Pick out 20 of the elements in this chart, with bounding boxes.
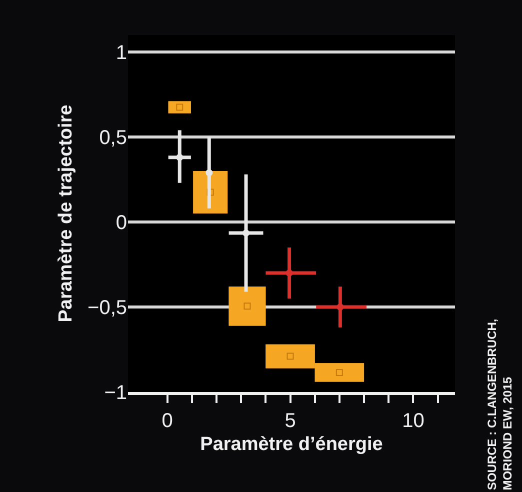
point bbox=[176, 154, 184, 161]
point bbox=[336, 304, 344, 310]
point bbox=[286, 270, 293, 276]
x-tick-label: 0 bbox=[162, 410, 173, 432]
x-axis-title: Paramètre d’énergie bbox=[200, 434, 383, 455]
point bbox=[336, 368, 343, 376]
point bbox=[244, 302, 251, 310]
y-axis-title: Paramètre de trajectoire bbox=[55, 104, 76, 322]
y-tick-label: −1 bbox=[104, 382, 127, 404]
point bbox=[286, 352, 294, 360]
y-tick-label: −0,5 bbox=[88, 297, 127, 319]
point bbox=[242, 230, 250, 237]
point bbox=[176, 104, 184, 111]
x-tick-label: 5 bbox=[284, 410, 296, 432]
y-tick-label: 0,5 bbox=[99, 127, 127, 149]
source-note: SOURCE : C.LANGENBRUCH, bbox=[485, 318, 500, 490]
y-tick-label: 0 bbox=[116, 212, 127, 234]
y-tick-label: 1 bbox=[116, 42, 127, 64]
text: MORIOND EW, 2015 bbox=[500, 376, 514, 490]
x-tick-label: 10 bbox=[402, 410, 424, 432]
